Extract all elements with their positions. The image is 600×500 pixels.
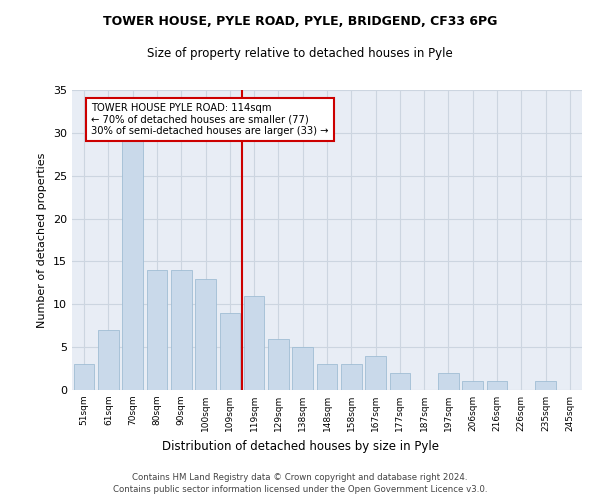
Text: TOWER HOUSE, PYLE ROAD, PYLE, BRIDGEND, CF33 6PG: TOWER HOUSE, PYLE ROAD, PYLE, BRIDGEND, … bbox=[103, 15, 497, 28]
Bar bbox=[244, 296, 265, 390]
Bar bbox=[463, 382, 483, 390]
Text: Size of property relative to detached houses in Pyle: Size of property relative to detached ho… bbox=[147, 48, 453, 60]
Text: Contains public sector information licensed under the Open Government Licence v3: Contains public sector information licen… bbox=[113, 485, 487, 494]
Bar bbox=[146, 270, 167, 390]
Bar bbox=[268, 338, 289, 390]
Bar bbox=[438, 373, 459, 390]
Bar bbox=[220, 313, 240, 390]
Bar bbox=[122, 142, 143, 390]
Y-axis label: Number of detached properties: Number of detached properties bbox=[37, 152, 47, 328]
Bar bbox=[317, 364, 337, 390]
Bar bbox=[195, 278, 216, 390]
Bar bbox=[98, 330, 119, 390]
Bar bbox=[171, 270, 191, 390]
Bar bbox=[74, 364, 94, 390]
Bar bbox=[487, 382, 508, 390]
Text: Distribution of detached houses by size in Pyle: Distribution of detached houses by size … bbox=[161, 440, 439, 453]
Bar bbox=[389, 373, 410, 390]
Bar bbox=[292, 347, 313, 390]
Text: TOWER HOUSE PYLE ROAD: 114sqm
← 70% of detached houses are smaller (77)
30% of s: TOWER HOUSE PYLE ROAD: 114sqm ← 70% of d… bbox=[91, 103, 329, 136]
Bar bbox=[365, 356, 386, 390]
Bar bbox=[535, 382, 556, 390]
Bar bbox=[341, 364, 362, 390]
Text: Contains HM Land Registry data © Crown copyright and database right 2024.: Contains HM Land Registry data © Crown c… bbox=[132, 472, 468, 482]
